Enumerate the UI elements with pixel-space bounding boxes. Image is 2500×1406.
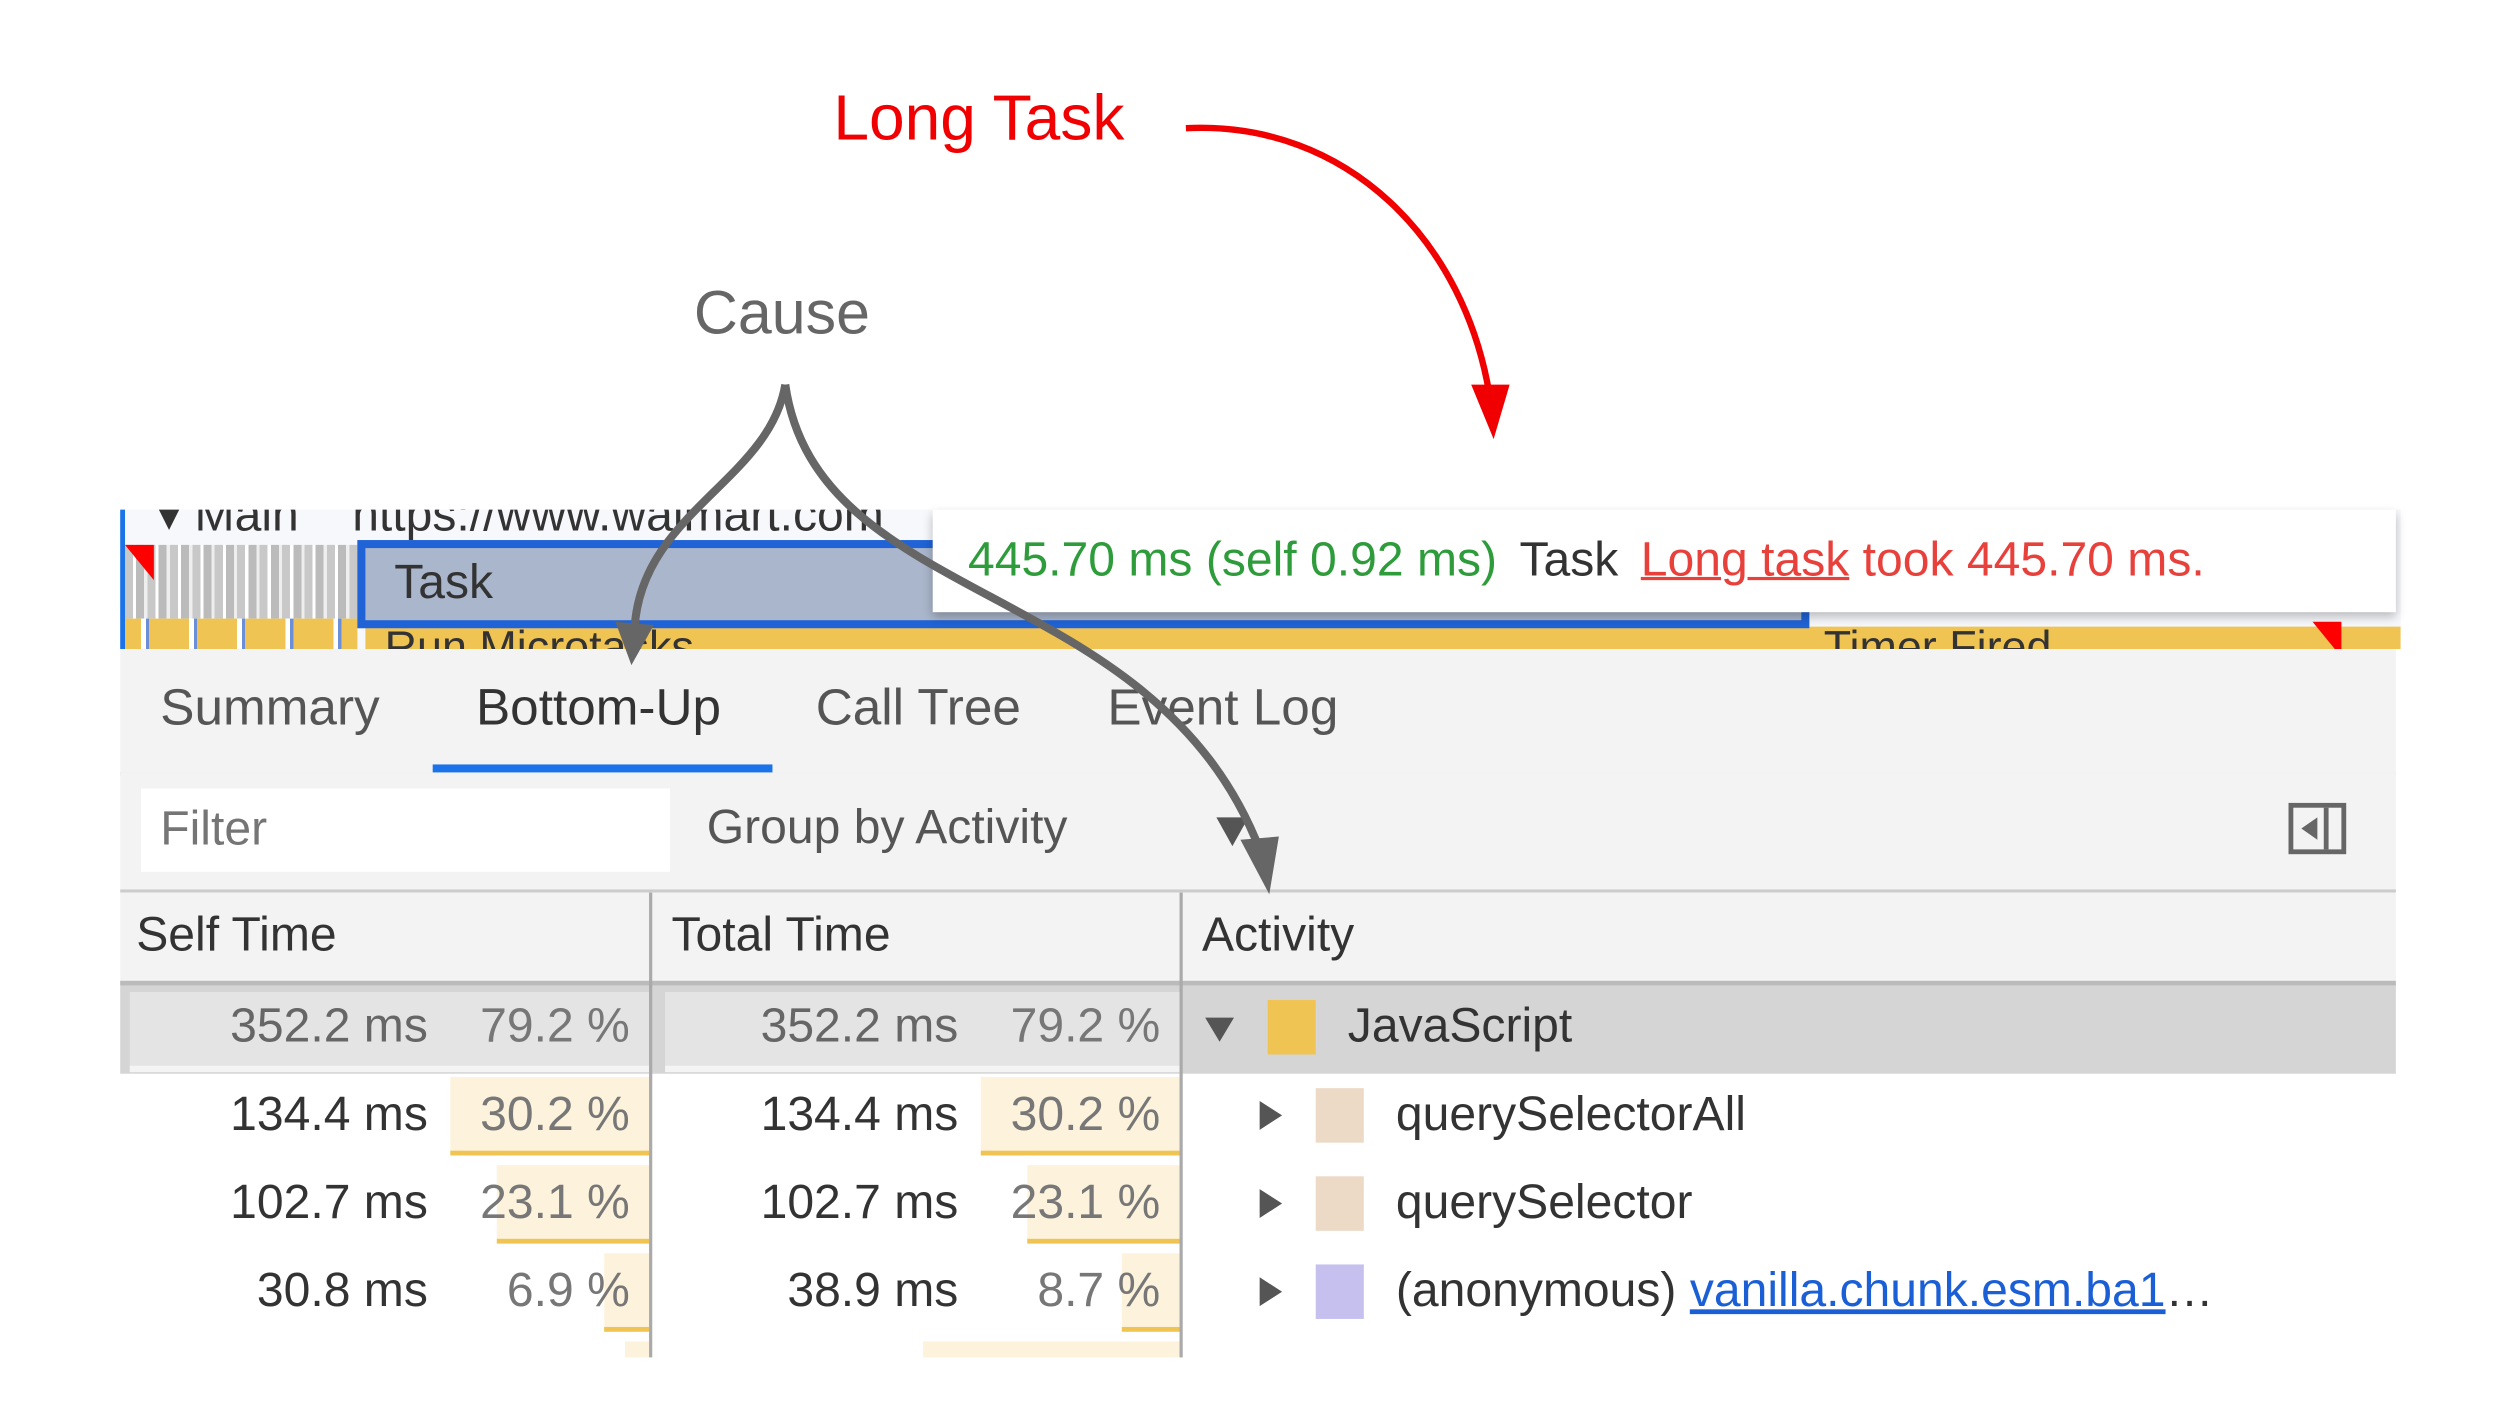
long-task-arrowhead	[1471, 384, 1510, 440]
long-task-marker-left	[125, 544, 154, 581]
activity-name: querySelector	[1395, 1176, 1693, 1230]
task-stripes	[125, 544, 358, 619]
selected-tab-indicator	[432, 764, 773, 773]
column-divider[interactable]	[1179, 892, 1183, 1358]
tab-summary[interactable]: Summary	[160, 677, 380, 736]
chevron-down-icon[interactable]	[1216, 817, 1249, 847]
total-time-ms: 352.2 ms	[760, 1000, 959, 1053]
total-time-pct: 79.2 %	[1010, 1000, 1161, 1053]
self-time-ms: 134.4 ms	[230, 1088, 428, 1142]
ellipsis: …	[2165, 1264, 2214, 1318]
tab-call-tree[interactable]: Call Tree	[815, 677, 1021, 736]
group-by-select[interactable]: Group by Activity	[706, 801, 1068, 855]
collapsed-triangle-icon[interactable]	[1259, 1100, 1283, 1130]
self-percent-bar	[450, 1076, 650, 1156]
self-time-pct: 79.2 %	[480, 1000, 630, 1053]
task-label: Task	[394, 556, 494, 609]
long-task-marker-right	[2312, 621, 2342, 650]
total-time-ms: 38.9 ms	[787, 1264, 959, 1318]
collapsed-triangle-icon[interactable]	[1259, 1277, 1283, 1307]
total-time-pct: 30.2 %	[1010, 1088, 1161, 1142]
filter-input[interactable]	[141, 788, 670, 872]
microtasks-bar[interactable]: Run Microtasks Timer Fired	[365, 622, 2401, 650]
activity-name: (anonymous) vanilla.chunk.esm.ba1…	[1395, 1264, 2214, 1318]
timer-fired-label: Timer Fired	[1823, 621, 2052, 650]
category-color-swatch	[1315, 1176, 1364, 1231]
self-time-ms: 352.2 ms	[230, 1000, 428, 1053]
category-color-swatch	[1315, 1264, 1364, 1319]
self-percent-bar	[603, 1253, 650, 1332]
expanded-triangle-icon[interactable]	[1205, 1017, 1235, 1042]
total-time-ms: 134.4 ms	[760, 1088, 959, 1142]
column-divider[interactable]	[649, 892, 653, 1358]
total-percent-bar	[1027, 1165, 1180, 1244]
total-percent-bar	[1122, 1253, 1180, 1332]
header-activity[interactable]: Activity	[1201, 908, 1355, 962]
bottom-up-table: Self Time Total Time Activity 352.2 ms 79…	[120, 892, 2396, 1358]
activity-name: querySelectorAll	[1395, 1088, 1746, 1142]
category-color-swatch	[1315, 1088, 1364, 1143]
total-percent-bar	[981, 1076, 1180, 1156]
source-link[interactable]: vanilla.chunk.esm.ba1	[1689, 1264, 2166, 1318]
partial-row-bar	[923, 1341, 1180, 1358]
tab-event-log[interactable]: Event Log	[1107, 677, 1339, 736]
script-stripes	[125, 618, 358, 650]
long-task-arrow	[1185, 124, 1494, 402]
toolbar: Group by Activity	[120, 772, 2396, 893]
self-percent-bar	[129, 992, 650, 1073]
table-row[interactable]: 134.4 ms 30.2 % 134.4 ms 30.2 % querySelecto…	[120, 1074, 2396, 1162]
total-time-pct: 8.7 %	[1037, 1264, 1161, 1318]
category-color-swatch	[1267, 1000, 1316, 1055]
table-header: Self Time Total Time Activity	[120, 892, 2396, 986]
long-task-annotation: Long Task	[833, 83, 1125, 154]
header-self-time[interactable]: Self Time	[136, 908, 337, 962]
self-time-pct: 6.9 %	[506, 1264, 630, 1318]
tab-bar: Summary Bottom-Up Call Tree Event Log	[120, 649, 2396, 776]
tooltip-name: Task	[1519, 533, 1619, 587]
table-row[interactable]: 102.7 ms 23.1 % 102.7 ms 23.1 % querySelecto…	[120, 1162, 2396, 1250]
self-time-ms: 102.7 ms	[230, 1176, 428, 1230]
self-time-ms: 30.8 ms	[256, 1264, 428, 1318]
self-percent-bar	[497, 1165, 650, 1244]
self-time-pct: 23.1 %	[480, 1176, 630, 1230]
table-row[interactable]: 30.8 ms 6.9 % 38.9 ms 8.7 % (anonymous) vani…	[120, 1250, 2396, 1338]
tooltip-duration: 445.70 ms (self 0.92 ms)	[967, 533, 1498, 587]
total-percent-bar	[665, 992, 1180, 1073]
partial-row-bar	[625, 1341, 650, 1358]
task-tooltip: 445.70 ms (self 0.92 ms) Task Long task …	[932, 509, 2396, 613]
table-row[interactable]: 352.2 ms 79.2 % 352.2 ms 79.2 % JavaScript	[120, 985, 2396, 1074]
total-time-pct: 23.1 %	[1010, 1176, 1161, 1230]
toggle-sidebar-icon[interactable]	[2288, 802, 2347, 855]
header-total-time[interactable]: Total Time	[671, 908, 891, 962]
long-task-link[interactable]: Long task	[1640, 533, 1850, 587]
total-time-ms: 102.7 ms	[760, 1176, 959, 1230]
collapsed-triangle-icon[interactable]	[1259, 1189, 1283, 1218]
cause-annotation: Cause	[693, 280, 870, 348]
self-time-pct: 30.2 %	[480, 1088, 630, 1142]
tooltip-warning: took 445.70 ms.	[1849, 533, 2205, 587]
tab-bottom-up[interactable]: Bottom-Up	[475, 677, 722, 736]
main-thread-label: ▾ Main https://www.walmart.com	[157, 509, 884, 542]
activity-name: JavaScript	[1347, 1000, 1573, 1053]
